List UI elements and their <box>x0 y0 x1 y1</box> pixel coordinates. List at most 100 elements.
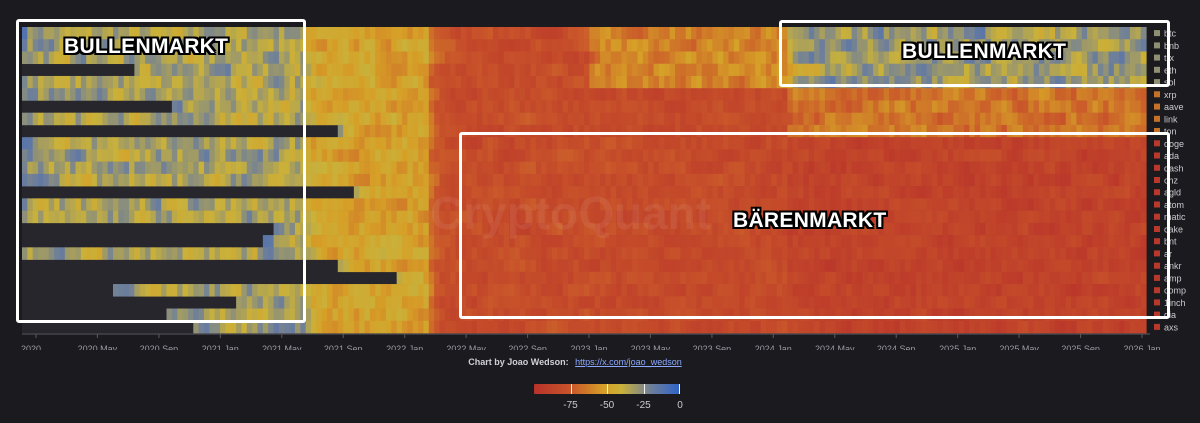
heatmap-cell <box>1071 75 1078 89</box>
heatmap-cell <box>600 247 607 260</box>
heatmap-cell <box>765 100 772 113</box>
heatmap-cell <box>830 247 837 260</box>
heatmap-cell <box>1065 271 1072 285</box>
heatmap-cell <box>642 112 649 126</box>
heatmap-cell <box>819 88 826 101</box>
heatmap-cell <box>567 308 574 322</box>
heatmap-cell <box>193 149 200 162</box>
heatmap-cell <box>203 320 210 334</box>
heatmap-cell <box>509 161 516 175</box>
heatmap-cell <box>91 198 98 211</box>
heatmap-cell <box>541 75 548 89</box>
heatmap-cell <box>873 173 879 187</box>
heatmap-cell <box>653 284 660 297</box>
heatmap-cell <box>493 149 499 162</box>
heatmap-cell <box>182 51 189 65</box>
heatmap-cell <box>230 27 237 40</box>
heatmap-cell <box>632 198 639 211</box>
heatmap-cell <box>584 173 590 187</box>
heatmap-cell <box>707 149 714 162</box>
heatmap-cell <box>717 296 724 309</box>
heatmap-cell <box>112 161 119 175</box>
heatmap-cell <box>937 63 944 77</box>
heatmap-cell <box>1038 149 1045 162</box>
heatmap-cell <box>749 271 756 285</box>
heatmap-cell <box>193 284 200 297</box>
heatmap-cell <box>1044 63 1051 77</box>
heatmap-cell <box>958 235 965 248</box>
heatmap-cell <box>1012 51 1019 65</box>
heatmap-cell <box>567 198 574 211</box>
heatmap-cell <box>198 149 205 162</box>
heatmap-cell <box>760 27 767 40</box>
heatmap-cell <box>562 235 569 248</box>
heatmap-cell <box>1113 173 1120 187</box>
heatmap-cell <box>166 39 173 52</box>
heatmap-cell <box>1103 296 1110 309</box>
heatmap-cell <box>798 173 805 187</box>
legend-swatch <box>1154 54 1160 61</box>
heatmap-cell <box>80 161 87 175</box>
heatmap-cell <box>348 222 355 236</box>
heatmap-cell <box>835 235 842 248</box>
heatmap-cell <box>70 27 77 40</box>
heatmap-cell <box>648 198 655 211</box>
heatmap-cell <box>905 161 912 175</box>
heatmap-cell <box>1135 27 1142 40</box>
heatmap-cell <box>434 284 441 297</box>
heatmap-cell <box>1097 320 1104 334</box>
heatmap-cell <box>685 186 692 199</box>
heatmap-cell <box>327 161 334 175</box>
heatmap-cell <box>765 112 772 126</box>
heatmap-cell <box>1001 308 1008 322</box>
heatmap-cell <box>765 161 772 175</box>
heatmap-cell <box>546 259 553 273</box>
heatmap-cell <box>375 235 382 248</box>
heatmap-cell <box>123 112 130 126</box>
heatmap-cell <box>64 51 71 65</box>
heatmap-cell <box>862 161 869 175</box>
heatmap-cell <box>236 161 243 175</box>
heatmap-cell <box>1092 308 1099 322</box>
heatmap-cell <box>396 259 403 273</box>
heatmap-cell <box>846 149 853 162</box>
heatmap-cell <box>551 88 558 101</box>
heatmap-cell <box>787 88 794 101</box>
legend-label: aave <box>1164 102 1184 112</box>
heatmap-cell <box>1012 284 1019 297</box>
heatmap-cell <box>862 247 869 260</box>
heatmap-cell <box>610 284 617 297</box>
heatmap-cell <box>1028 124 1035 138</box>
heatmap-cell <box>691 222 697 236</box>
heatmap-cell <box>466 137 473 150</box>
heatmap-cell <box>642 75 649 89</box>
heatmap-cell <box>418 88 425 101</box>
heatmap-cell <box>396 149 403 162</box>
credit-link[interactable]: https://x.com/joao_wedson <box>575 357 682 367</box>
heatmap-cell <box>889 75 896 89</box>
heatmap-cell <box>535 149 542 162</box>
heatmap-cell <box>803 284 810 297</box>
heatmap-cell <box>402 284 408 297</box>
heatmap-cell <box>616 210 623 224</box>
heatmap-cell <box>337 222 344 236</box>
heatmap-cell <box>482 271 489 285</box>
heatmap-cell <box>257 51 264 65</box>
heatmap-cell <box>535 247 542 260</box>
heatmap-cell <box>642 149 649 162</box>
heatmap-cell <box>578 124 585 138</box>
heatmap-cell <box>252 51 259 65</box>
heatmap-cell <box>878 320 885 334</box>
heatmap-cell <box>723 100 730 113</box>
heatmap-cell <box>835 222 842 236</box>
heatmap-cell <box>1012 271 1019 285</box>
heatmap-cell <box>396 284 403 297</box>
legend-label: bnt <box>1164 237 1177 247</box>
heatmap-cell <box>696 222 703 236</box>
heatmap-cell <box>171 75 178 89</box>
heatmap-cell <box>733 186 740 199</box>
heatmap-cell <box>808 222 815 236</box>
heatmap-cell <box>755 51 762 65</box>
heatmap-cell <box>514 259 521 273</box>
heatmap-cell <box>1092 271 1099 285</box>
